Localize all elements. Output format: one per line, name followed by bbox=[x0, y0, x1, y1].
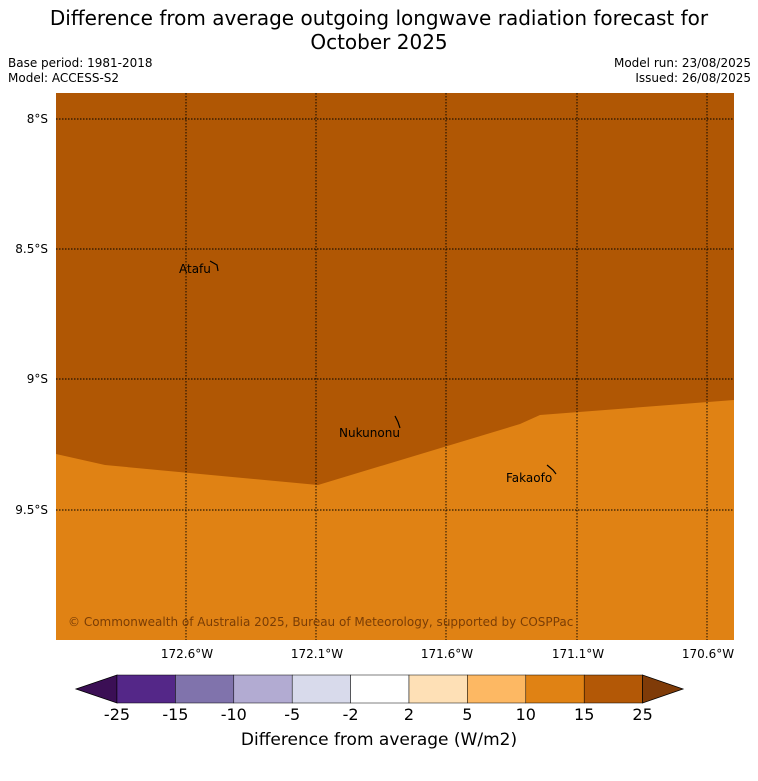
lon-label-171-1w: 171.1°W bbox=[552, 647, 604, 661]
atafu-atoll-shape bbox=[209, 260, 219, 272]
colorbar-tick-label: 15 bbox=[574, 705, 594, 724]
colorbar-extend-low bbox=[74, 674, 118, 704]
lon-label-172-1w: 172.1°W bbox=[291, 647, 343, 661]
lon-label-170-6w: 170.6°W bbox=[682, 647, 734, 661]
map-area bbox=[56, 93, 734, 640]
place-label-fakaofo: Fakaofo bbox=[506, 471, 552, 485]
base-period: Base period: 1981-2018 bbox=[8, 56, 153, 70]
colorbar-tick-label: 2 bbox=[404, 705, 414, 724]
colorbar-tick-label: -10 bbox=[221, 705, 247, 724]
colorbar-tick-label: -25 bbox=[104, 705, 130, 724]
copyright-notice: © Commonwealth of Australia 2025, Bureau… bbox=[68, 615, 573, 629]
colorbar-segment bbox=[583, 674, 643, 704]
islands bbox=[209, 260, 557, 475]
colorbar: -25 -15 -10 -5 -2 2 5 10 15 25 bbox=[74, 674, 685, 724]
colorbar-tick-label: -15 bbox=[162, 705, 188, 724]
title-line-2: October 2025 bbox=[310, 30, 448, 54]
colorbar-segment bbox=[350, 674, 410, 704]
lat-label-8-5s: 8.5°S bbox=[15, 242, 48, 256]
chart-title: Difference from average outgoing longwav… bbox=[0, 6, 758, 54]
colorbar-segment bbox=[233, 674, 293, 704]
issued-date: Issued: 26/08/2025 bbox=[635, 71, 751, 85]
meta-right: Model run: 23/08/2025 Issued: 26/08/2025 bbox=[614, 56, 751, 86]
colorbar-label: Difference from average (W/m2) bbox=[240, 730, 518, 750]
colorbar-segment bbox=[175, 674, 235, 704]
colorbar-segment bbox=[116, 674, 176, 704]
fakaofo-atoll-shape bbox=[546, 464, 557, 475]
colorbar-tick-label: -2 bbox=[343, 705, 359, 724]
meta-left: Base period: 1981-2018 Model: ACCESS-S2 bbox=[8, 56, 153, 86]
lat-label-9-5s: 9.5°S bbox=[15, 503, 48, 517]
model-run: Model run: 23/08/2025 bbox=[613, 56, 751, 70]
colorbar-tick-label: 25 bbox=[632, 705, 652, 724]
lat-label-9s: 9°S bbox=[27, 372, 48, 386]
place-label-atafu: Atafu bbox=[179, 262, 211, 276]
gridlines bbox=[56, 93, 734, 640]
colorbar-extend-high bbox=[642, 674, 685, 704]
colorbar-segment bbox=[408, 674, 468, 704]
title-line-1: Difference from average outgoing longwav… bbox=[49, 6, 709, 30]
colorbar-segment bbox=[525, 674, 585, 704]
region-lower bbox=[56, 400, 734, 640]
lon-label-172-6w: 172.6°W bbox=[161, 647, 213, 661]
colorbar-segment bbox=[291, 674, 351, 704]
colorbar-tick-label: -5 bbox=[284, 705, 300, 724]
colorbar-tick-label: 10 bbox=[516, 705, 536, 724]
lon-label-171-6w: 171.6°W bbox=[421, 647, 473, 661]
place-label-nukunonu: Nukunonu bbox=[339, 426, 400, 440]
colorbar-tick-label: 5 bbox=[462, 705, 472, 724]
nukunonu-atoll-shape bbox=[394, 415, 401, 429]
model-name: Model: ACCESS-S2 bbox=[8, 71, 120, 85]
colorbar-segment bbox=[467, 674, 527, 704]
lat-label-8s: 8°S bbox=[27, 112, 48, 126]
